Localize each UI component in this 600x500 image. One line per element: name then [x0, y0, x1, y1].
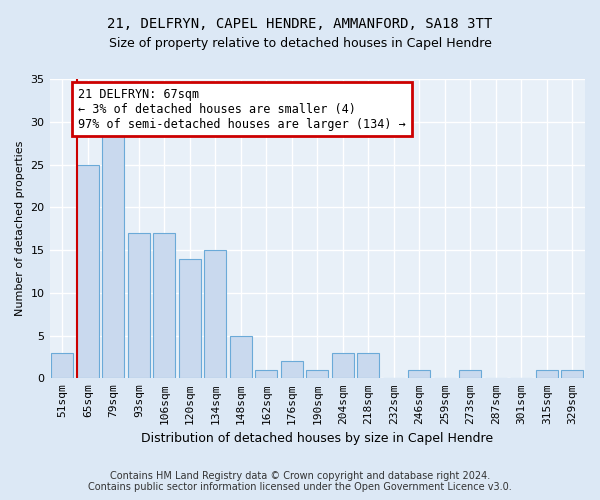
Text: 21 DELFRYN: 67sqm
← 3% of detached houses are smaller (4)
97% of semi-detached h: 21 DELFRYN: 67sqm ← 3% of detached house…: [78, 88, 406, 130]
Bar: [128, 233, 149, 378]
X-axis label: Distribution of detached houses by size in Capel Hendre: Distribution of detached houses by size …: [141, 432, 493, 445]
Text: Contains public sector information licensed under the Open Government Licence v3: Contains public sector information licen…: [88, 482, 512, 492]
Bar: [409, 370, 430, 378]
Bar: [358, 352, 379, 378]
Text: Size of property relative to detached houses in Capel Hendre: Size of property relative to detached ho…: [109, 38, 491, 51]
Bar: [256, 370, 277, 378]
Bar: [103, 130, 124, 378]
Bar: [179, 258, 200, 378]
Bar: [77, 164, 98, 378]
Bar: [562, 370, 583, 378]
Bar: [230, 336, 251, 378]
Bar: [281, 361, 302, 378]
Bar: [154, 233, 175, 378]
Text: 21, DELFRYN, CAPEL HENDRE, AMMANFORD, SA18 3TT: 21, DELFRYN, CAPEL HENDRE, AMMANFORD, SA…: [107, 18, 493, 32]
Bar: [307, 370, 328, 378]
Text: Contains HM Land Registry data © Crown copyright and database right 2024.: Contains HM Land Registry data © Crown c…: [110, 471, 490, 481]
Bar: [52, 352, 73, 378]
Bar: [460, 370, 481, 378]
Bar: [332, 352, 353, 378]
Y-axis label: Number of detached properties: Number of detached properties: [15, 141, 25, 316]
Bar: [205, 250, 226, 378]
Bar: [536, 370, 557, 378]
